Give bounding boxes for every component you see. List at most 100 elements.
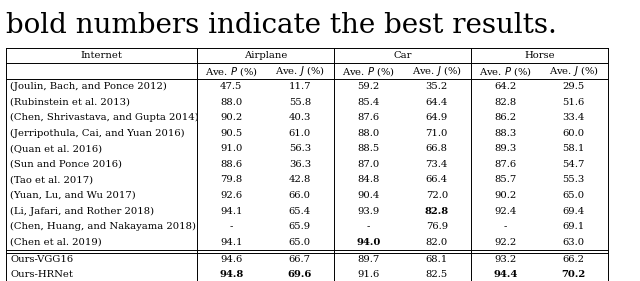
Text: 66.0: 66.0 bbox=[289, 191, 311, 200]
Text: 11.7: 11.7 bbox=[289, 82, 311, 91]
Text: 84.8: 84.8 bbox=[357, 175, 380, 184]
Text: 92.2: 92.2 bbox=[494, 238, 516, 247]
Text: 61.0: 61.0 bbox=[289, 129, 311, 138]
Text: 54.7: 54.7 bbox=[563, 160, 585, 169]
Text: 73.4: 73.4 bbox=[426, 160, 448, 169]
Text: 65.0: 65.0 bbox=[563, 191, 585, 200]
Text: -: - bbox=[230, 222, 233, 231]
Text: Ave. $\mathit{P}$ (%): Ave. $\mathit{P}$ (%) bbox=[342, 65, 395, 78]
Text: 85.7: 85.7 bbox=[494, 175, 516, 184]
Text: (Li, Jafari, and Rother 2018): (Li, Jafari, and Rother 2018) bbox=[10, 207, 154, 216]
Text: 89.7: 89.7 bbox=[357, 255, 380, 264]
Text: 64.4: 64.4 bbox=[426, 98, 448, 107]
Text: 92.4: 92.4 bbox=[494, 207, 516, 216]
Text: 65.4: 65.4 bbox=[289, 207, 311, 216]
Text: (Yuan, Lu, and Wu 2017): (Yuan, Lu, and Wu 2017) bbox=[10, 191, 136, 200]
Text: Ave. $\mathit{J}$ (%): Ave. $\mathit{J}$ (%) bbox=[275, 64, 324, 78]
Text: 68.1: 68.1 bbox=[426, 255, 448, 264]
Text: 87.6: 87.6 bbox=[357, 113, 380, 122]
Text: 90.4: 90.4 bbox=[357, 191, 380, 200]
Text: 90.5: 90.5 bbox=[220, 129, 243, 138]
Text: 63.0: 63.0 bbox=[563, 238, 585, 247]
Text: 82.5: 82.5 bbox=[426, 270, 448, 279]
Text: (Jerripothula, Cai, and Yuan 2016): (Jerripothula, Cai, and Yuan 2016) bbox=[10, 129, 185, 138]
Text: 65.0: 65.0 bbox=[289, 238, 311, 247]
Text: 70.2: 70.2 bbox=[562, 270, 586, 279]
Text: Ours-VGG16: Ours-VGG16 bbox=[10, 255, 74, 264]
Text: 42.8: 42.8 bbox=[289, 175, 311, 184]
Text: 55.8: 55.8 bbox=[289, 98, 311, 107]
Text: 72.0: 72.0 bbox=[426, 191, 448, 200]
Text: 76.9: 76.9 bbox=[426, 222, 448, 231]
Text: -: - bbox=[367, 222, 370, 231]
Text: 89.3: 89.3 bbox=[494, 144, 516, 153]
Text: 91.0: 91.0 bbox=[220, 144, 243, 153]
Text: Ours-HRNet: Ours-HRNet bbox=[10, 270, 73, 279]
Text: 59.2: 59.2 bbox=[357, 82, 380, 91]
Text: 94.8: 94.8 bbox=[220, 270, 243, 279]
Text: (Chen, Huang, and Nakayama 2018): (Chen, Huang, and Nakayama 2018) bbox=[10, 222, 196, 231]
Text: 82.8: 82.8 bbox=[494, 98, 516, 107]
Text: Horse: Horse bbox=[524, 51, 555, 60]
Text: 71.0: 71.0 bbox=[426, 129, 448, 138]
Text: (Chen et al. 2019): (Chen et al. 2019) bbox=[10, 238, 102, 247]
Text: 69.1: 69.1 bbox=[563, 222, 585, 231]
Text: 51.6: 51.6 bbox=[563, 98, 585, 107]
Text: (Quan et al. 2016): (Quan et al. 2016) bbox=[10, 144, 102, 153]
Text: 92.6: 92.6 bbox=[220, 191, 243, 200]
Text: 79.8: 79.8 bbox=[220, 175, 243, 184]
Text: 65.9: 65.9 bbox=[289, 222, 311, 231]
Text: Internet: Internet bbox=[81, 51, 123, 60]
Text: 40.3: 40.3 bbox=[289, 113, 311, 122]
Text: 58.1: 58.1 bbox=[563, 144, 585, 153]
Text: 56.3: 56.3 bbox=[289, 144, 311, 153]
Text: 29.5: 29.5 bbox=[563, 82, 585, 91]
Text: (Tao et al. 2017): (Tao et al. 2017) bbox=[10, 175, 93, 184]
Text: -: - bbox=[504, 222, 507, 231]
Text: 87.0: 87.0 bbox=[357, 160, 380, 169]
Text: 94.1: 94.1 bbox=[220, 207, 243, 216]
Text: 64.9: 64.9 bbox=[426, 113, 448, 122]
Text: 66.2: 66.2 bbox=[563, 255, 585, 264]
Text: Ave. $\mathit{J}$ (%): Ave. $\mathit{J}$ (%) bbox=[412, 64, 461, 78]
Text: (Rubinstein et al. 2013): (Rubinstein et al. 2013) bbox=[10, 98, 131, 107]
Text: 88.0: 88.0 bbox=[357, 129, 380, 138]
Text: Ave. $\mathit{P}$ (%): Ave. $\mathit{P}$ (%) bbox=[205, 65, 258, 78]
Text: bold numbers indicate the best results.: bold numbers indicate the best results. bbox=[6, 12, 557, 39]
Text: 88.6: 88.6 bbox=[220, 160, 243, 169]
Text: 91.6: 91.6 bbox=[357, 270, 380, 279]
Text: Ave. $\mathit{P}$ (%): Ave. $\mathit{P}$ (%) bbox=[479, 65, 532, 78]
Text: 60.0: 60.0 bbox=[563, 129, 585, 138]
Text: 85.4: 85.4 bbox=[357, 98, 380, 107]
Text: 35.2: 35.2 bbox=[426, 82, 448, 91]
Text: 94.6: 94.6 bbox=[220, 255, 243, 264]
Text: 93.2: 93.2 bbox=[494, 255, 516, 264]
Text: 90.2: 90.2 bbox=[220, 113, 243, 122]
Text: 82.0: 82.0 bbox=[426, 238, 448, 247]
Text: 66.8: 66.8 bbox=[426, 144, 448, 153]
Text: 64.2: 64.2 bbox=[494, 82, 516, 91]
Text: 36.3: 36.3 bbox=[289, 160, 311, 169]
Text: 90.2: 90.2 bbox=[494, 191, 516, 200]
Text: 88.0: 88.0 bbox=[220, 98, 243, 107]
Text: (Chen, Shrivastava, and Gupta 2014): (Chen, Shrivastava, and Gupta 2014) bbox=[10, 113, 199, 122]
Text: 55.3: 55.3 bbox=[563, 175, 585, 184]
Text: Car: Car bbox=[394, 51, 412, 60]
Text: 33.4: 33.4 bbox=[563, 113, 585, 122]
Text: 86.2: 86.2 bbox=[494, 113, 516, 122]
Text: 66.7: 66.7 bbox=[289, 255, 311, 264]
Text: (Joulin, Bach, and Ponce 2012): (Joulin, Bach, and Ponce 2012) bbox=[10, 82, 167, 91]
Text: 88.3: 88.3 bbox=[494, 129, 516, 138]
Text: 94.1: 94.1 bbox=[220, 238, 243, 247]
Text: (Sun and Ponce 2016): (Sun and Ponce 2016) bbox=[10, 160, 122, 169]
Text: 82.8: 82.8 bbox=[425, 207, 449, 216]
Text: 87.6: 87.6 bbox=[494, 160, 516, 169]
Text: Airplane: Airplane bbox=[244, 51, 287, 60]
Text: 69.6: 69.6 bbox=[287, 270, 312, 279]
Text: 47.5: 47.5 bbox=[220, 82, 243, 91]
Text: 69.4: 69.4 bbox=[563, 207, 585, 216]
Text: 94.4: 94.4 bbox=[493, 270, 518, 279]
Text: 66.4: 66.4 bbox=[426, 175, 448, 184]
Text: Ave. $\mathit{J}$ (%): Ave. $\mathit{J}$ (%) bbox=[549, 64, 598, 78]
Text: 88.5: 88.5 bbox=[357, 144, 380, 153]
